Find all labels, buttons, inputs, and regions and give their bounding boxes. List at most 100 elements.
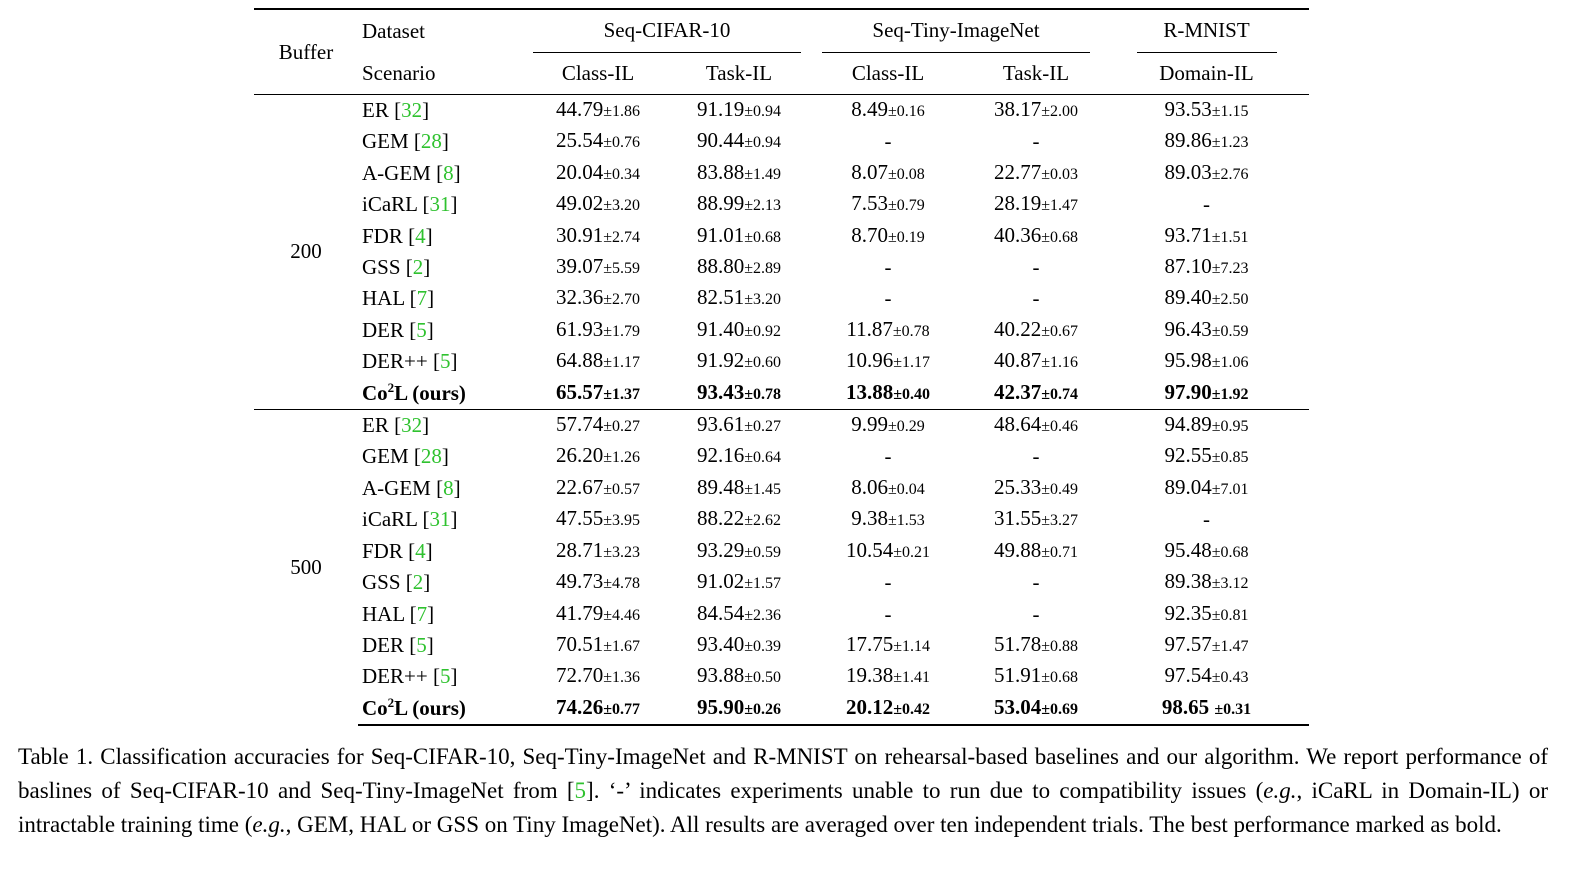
- accuracy-mean: 87.10: [1164, 254, 1212, 279]
- method-name: A-GEM [8]: [358, 473, 526, 504]
- method-label: A-GEM: [362, 475, 431, 500]
- citation-link[interactable]: 7: [416, 601, 428, 626]
- citation-link[interactable]: 5: [439, 349, 451, 374]
- citation-link[interactable]: 2: [412, 570, 424, 595]
- accuracy-cell: 49.02±3.20: [526, 189, 670, 220]
- accuracy-std: ±2.74: [603, 228, 641, 246]
- method-name: A-GEM [8]: [358, 158, 526, 189]
- accuracy-std: ±2.62: [744, 512, 782, 530]
- method-name: ER [32]: [358, 94, 526, 127]
- accuracy-cell: 89.40±2.50: [1104, 283, 1309, 314]
- citation-link[interactable]: 31: [429, 192, 451, 217]
- accuracy-cell: 70.51±1.67: [526, 630, 670, 661]
- group-label: Seq-Tiny-ImageNet: [822, 12, 1090, 53]
- accuracy-cell: 47.55±3.95: [526, 504, 670, 535]
- accuracy-mean: 65.57: [555, 379, 604, 404]
- accuracy-cell: 89.86±1.23: [1104, 126, 1309, 157]
- accuracy-std: ±1.16: [1041, 354, 1079, 372]
- accuracy-mean: 51.91: [993, 663, 1042, 688]
- buffer-header: Buffer: [254, 8, 358, 95]
- accuracy-mean: 9.99: [851, 412, 888, 437]
- accuracy-std: ±0.43: [1211, 669, 1249, 687]
- accuracy-mean: 22.77: [993, 159, 1042, 184]
- accuracy-mean: -: [884, 255, 892, 280]
- citation-link[interactable]: 31: [429, 507, 451, 532]
- accuracy-mean: 32.36: [555, 285, 604, 310]
- accuracy-cell: 87.10±7.23: [1104, 252, 1309, 283]
- accuracy-mean: -: [1032, 129, 1040, 154]
- accuracy-cell: 95.98±1.06: [1104, 346, 1309, 377]
- method-name: FDR [4]: [358, 536, 526, 567]
- accuracy-std: ±0.81: [1211, 606, 1249, 624]
- accuracy-mean: 89.03: [1164, 159, 1212, 184]
- accuracy-cell: 93.61±0.27: [670, 409, 808, 442]
- accuracy-mean: 89.86: [1164, 128, 1212, 153]
- citation-link[interactable]: 2: [412, 255, 424, 280]
- accuracy-mean: -: [884, 601, 892, 626]
- accuracy-mean: -: [1203, 507, 1210, 532]
- table-row: 200 ER [32] 44.79±1.86 91.19±0.94 8.49±0.16 3…: [254, 93, 1309, 410]
- accuracy-cell: 97.54±0.43: [1104, 661, 1309, 692]
- citation-link[interactable]: 4: [415, 538, 426, 563]
- accuracy-std: ±2.36: [744, 606, 782, 624]
- accuracy-cell: 93.29±0.59: [670, 536, 808, 567]
- table-row: GEM [28] 26.20±1.26 92.16±0.64- -92.55±0.85: [254, 441, 1309, 472]
- accuracy-std: ±3.23: [603, 543, 641, 561]
- citation-link[interactable]: 8: [443, 160, 454, 185]
- accuracy-std: ±1.86: [603, 103, 641, 120]
- accuracy-std: ±0.49: [1041, 480, 1079, 498]
- accuracy-std: ±1.49: [744, 165, 782, 183]
- accuracy-std: ±2.70: [603, 291, 641, 309]
- accuracy-mean: 92.35: [1164, 600, 1212, 625]
- citation-link[interactable]: 32: [401, 98, 423, 122]
- caption-citation[interactable]: 5: [574, 778, 587, 803]
- citation-link[interactable]: 5: [416, 632, 427, 657]
- citation-link[interactable]: 28: [420, 444, 442, 469]
- citation-link[interactable]: 28: [420, 129, 442, 154]
- accuracy-std: ±3.20: [603, 197, 641, 215]
- citation-link[interactable]: 4: [415, 223, 426, 248]
- citation-link[interactable]: 5: [416, 317, 427, 342]
- citation-link[interactable]: 8: [443, 475, 454, 500]
- accuracy-cell: 95.90±0.26: [670, 692, 808, 727]
- accuracy-std: ±0.04: [887, 480, 925, 498]
- method-label: DER++: [362, 664, 428, 689]
- accuracy-mean: 70.51: [555, 631, 604, 656]
- accuracy-std: ±0.68: [1041, 669, 1079, 687]
- header-row-dataset: Buffer Dataset Seq-CIFAR-10 Seq-Tiny-Ima…: [254, 8, 1309, 95]
- accuracy-std: ±0.59: [744, 543, 782, 561]
- citation-bracket: [: [402, 223, 416, 248]
- accuracy-mean: 95.48: [1164, 537, 1212, 562]
- accuracy-mean: 93.53: [1164, 97, 1212, 121]
- accuracy-cell: 88.80±2.89: [670, 252, 808, 283]
- accuracy-cell: -: [808, 126, 968, 157]
- accuracy-std: ±0.74: [1041, 385, 1079, 403]
- dataset-header: Dataset: [358, 8, 526, 53]
- citation-link[interactable]: 7: [416, 286, 428, 311]
- group-label: Seq-CIFAR-10: [533, 12, 801, 53]
- accuracy-mean: 88.99: [696, 191, 745, 216]
- accuracy-std: ±1.36: [603, 669, 641, 687]
- accuracy-mean: 92.16: [696, 443, 745, 468]
- citation-bracket: ]: [453, 160, 461, 185]
- citation-bracket: [: [400, 570, 413, 595]
- accuracy-std: ±3.20: [744, 291, 782, 309]
- accuracy-mean: 53.04: [993, 694, 1042, 719]
- accuracy-cell: 19.38±1.41: [808, 661, 968, 692]
- accuracy-std: ±0.59: [1211, 322, 1249, 340]
- accuracy-cell: 91.01±0.68: [670, 221, 808, 252]
- accuracy-std: ±0.64: [744, 449, 782, 467]
- citation-link[interactable]: 5: [439, 664, 451, 689]
- accuracy-cell: 89.03±2.76: [1104, 158, 1309, 189]
- method-name: iCaRL [31]: [358, 189, 526, 220]
- citation-bracket: ]: [423, 570, 431, 595]
- accuracy-std: ±3.12: [1211, 575, 1249, 593]
- citation-link[interactable]: 32: [401, 413, 423, 438]
- accuracy-std: ±5.59: [603, 260, 641, 278]
- accuracy-cell: -: [968, 283, 1104, 314]
- accuracy-mean: 49.73: [555, 569, 604, 594]
- accuracy-cell: 53.04±0.69: [968, 692, 1104, 727]
- accuracy-cell: -: [968, 567, 1104, 598]
- accuracy-mean: 64.88: [555, 348, 604, 373]
- accuracy-std: ±1.17: [893, 354, 931, 372]
